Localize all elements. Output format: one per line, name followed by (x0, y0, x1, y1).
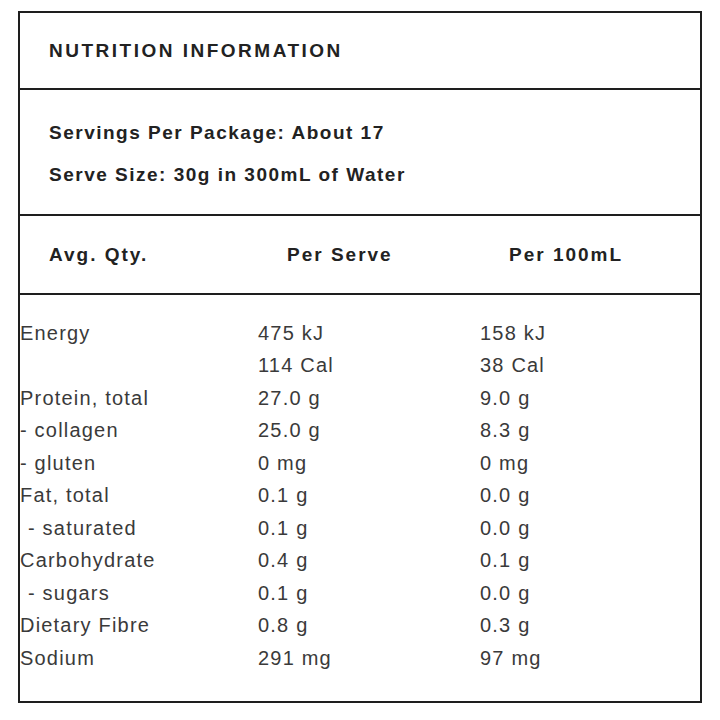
row-carbohydrate: Carbohydrate 0.4 g 0.1 g (20, 545, 700, 578)
nutrient-label: - saturated (20, 517, 258, 540)
column-header-per-serve: Per Serve (287, 244, 509, 266)
nutrient-label: - gluten (20, 452, 258, 475)
per-serve-value: 0 mg (258, 452, 480, 475)
per-100ml-value: 38 Cal (480, 354, 700, 377)
per-100ml-value: 158 kJ (480, 322, 700, 345)
nutrient-label: - collagen (20, 419, 258, 442)
row-saturated: - saturated 0.1 g 0.0 g (20, 512, 700, 545)
column-header-per-100ml: Per 100mL (509, 244, 700, 266)
per-100ml-value: 97 mg (480, 647, 700, 670)
nutrient-label: Carbohydrate (20, 549, 258, 572)
row-dietary-fibre: Dietary Fibre 0.8 g 0.3 g (20, 610, 700, 643)
servings-per-package: Servings Per Package: About 17 (49, 112, 680, 154)
row-energy-calories: 114 Cal 38 Cal (20, 350, 700, 383)
per-serve-value: 291 mg (258, 647, 480, 670)
per-serve-value: 0.1 g (258, 517, 480, 540)
title-section: NUTRITION INFORMATION (20, 13, 700, 90)
per-100ml-value: 8.3 g (480, 419, 700, 442)
per-100ml-value: 0.0 g (480, 484, 700, 507)
row-protein-total: Protein, total 27.0 g 9.0 g (20, 382, 700, 415)
row-sugars: - sugars 0.1 g 0.0 g (20, 577, 700, 610)
per-serve-value: 0.1 g (258, 582, 480, 605)
nutrient-label: Sodium (20, 647, 258, 670)
nutrient-label: Protein, total (20, 387, 258, 410)
row-sodium: Sodium 291 mg 97 mg (20, 642, 700, 675)
per-serve-value: 25.0 g (258, 419, 480, 442)
per-serve-value: 0.1 g (258, 484, 480, 507)
per-100ml-value: 9.0 g (480, 387, 700, 410)
row-energy: Energy 475 kJ 158 kJ (20, 317, 700, 350)
page-title: NUTRITION INFORMATION (49, 40, 343, 62)
serving-info-section: Servings Per Package: About 17 Serve Siz… (20, 90, 700, 216)
row-fat-total: Fat, total 0.1 g 0.0 g (20, 480, 700, 513)
row-collagen: - collagen 25.0 g 8.3 g (20, 415, 700, 448)
per-serve-value: 27.0 g (258, 387, 480, 410)
per-100ml-value: 0.0 g (480, 582, 700, 605)
nutrient-label: Fat, total (20, 484, 258, 507)
table-header-row: Avg. Qty. Per Serve Per 100mL (20, 216, 700, 295)
per-serve-value: 114 Cal (258, 354, 480, 377)
nutrient-label: Energy (20, 322, 258, 345)
per-serve-value: 475 kJ (258, 322, 480, 345)
table-body: Energy 475 kJ 158 kJ 114 Cal 38 Cal Prot… (20, 295, 700, 675)
per-serve-value: 0.4 g (258, 549, 480, 572)
nutrient-label: Dietary Fibre (20, 614, 258, 637)
serve-size: Serve Size: 30g in 300mL of Water (49, 154, 680, 196)
per-100ml-value: 0 mg (480, 452, 700, 475)
row-gluten: - gluten 0 mg 0 mg (20, 447, 700, 480)
column-header-avg-qty: Avg. Qty. (49, 244, 287, 266)
per-100ml-value: 0.1 g (480, 549, 700, 572)
nutrient-label: - sugars (20, 582, 258, 605)
per-serve-value: 0.8 g (258, 614, 480, 637)
per-100ml-value: 0.3 g (480, 614, 700, 637)
per-100ml-value: 0.0 g (480, 517, 700, 540)
nutrition-label: NUTRITION INFORMATION Servings Per Packa… (18, 11, 702, 703)
